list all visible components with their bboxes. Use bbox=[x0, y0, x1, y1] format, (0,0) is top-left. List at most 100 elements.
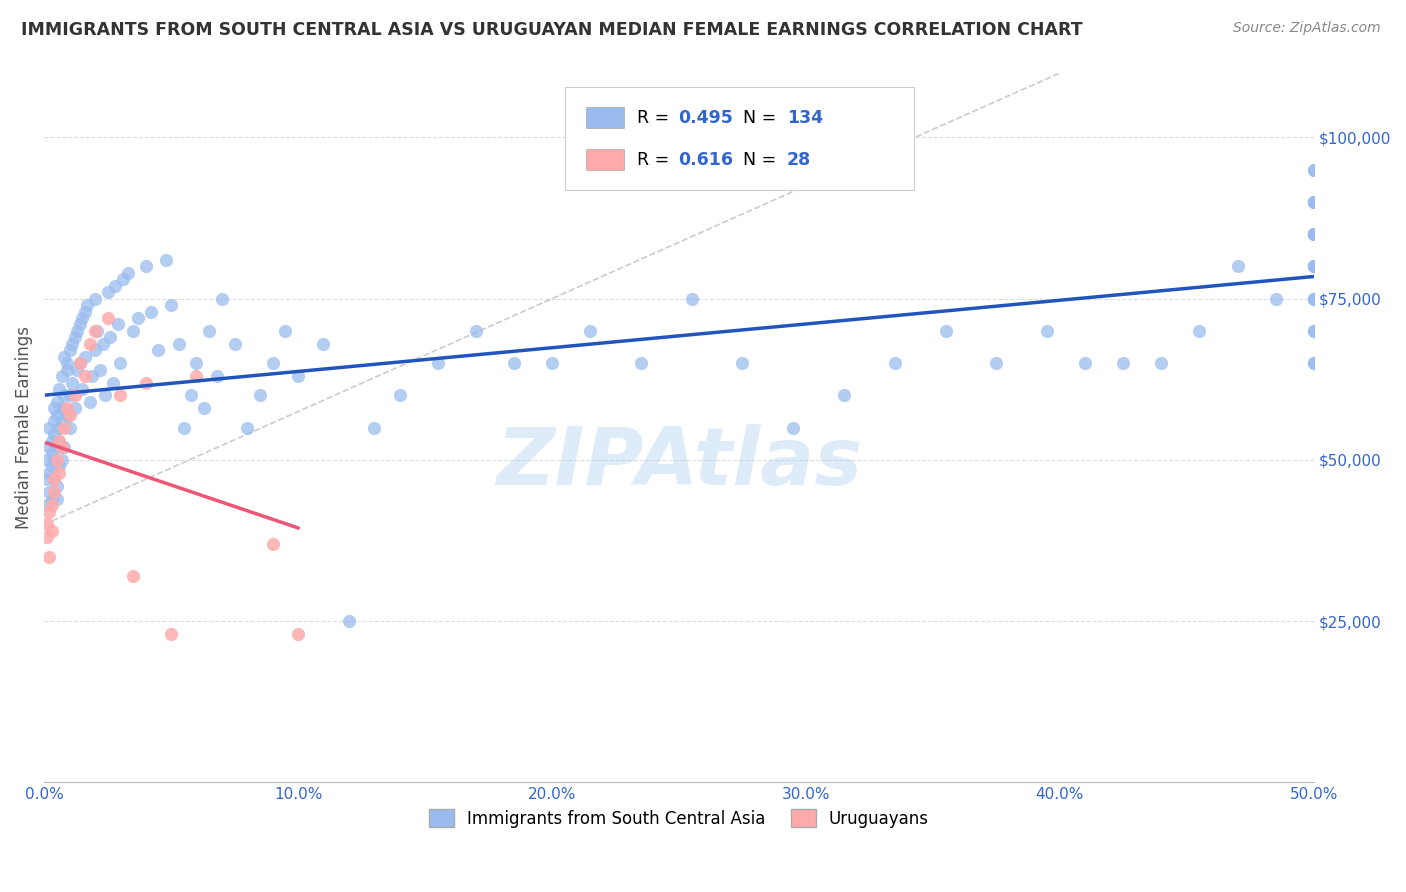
Point bbox=[1302, 260, 1324, 274]
Point bbox=[1264, 292, 1286, 306]
Point bbox=[38, 485, 60, 500]
Text: 0.495: 0.495 bbox=[678, 109, 733, 127]
Point bbox=[193, 401, 215, 416]
Text: Source: ZipAtlas.com: Source: ZipAtlas.com bbox=[1233, 21, 1381, 35]
Point bbox=[41, 524, 63, 538]
Point bbox=[35, 530, 58, 544]
Point bbox=[63, 330, 86, 344]
Point bbox=[173, 420, 195, 434]
Text: R =: R = bbox=[637, 151, 675, 169]
Point bbox=[44, 472, 66, 486]
Point bbox=[63, 388, 86, 402]
Point bbox=[38, 420, 60, 434]
Point bbox=[541, 356, 564, 370]
Point bbox=[180, 388, 202, 402]
Point bbox=[73, 304, 96, 318]
Point bbox=[107, 318, 129, 332]
Point bbox=[249, 388, 271, 402]
Point bbox=[1302, 324, 1324, 338]
Point bbox=[60, 376, 83, 390]
Text: IMMIGRANTS FROM SOUTH CENTRAL ASIA VS URUGUAYAN MEDIAN FEMALE EARNINGS CORRELATI: IMMIGRANTS FROM SOUTH CENTRAL ASIA VS UR… bbox=[21, 21, 1083, 38]
Point bbox=[82, 369, 104, 384]
Point bbox=[1226, 260, 1249, 274]
Point bbox=[127, 311, 149, 326]
Point bbox=[98, 330, 121, 344]
Point bbox=[73, 350, 96, 364]
Point bbox=[935, 324, 957, 338]
Point bbox=[1302, 194, 1324, 209]
Point bbox=[45, 395, 67, 409]
Text: 0.616: 0.616 bbox=[678, 151, 733, 169]
Point bbox=[44, 453, 66, 467]
Point bbox=[1302, 194, 1324, 209]
Point bbox=[1112, 356, 1135, 370]
Point bbox=[35, 498, 58, 512]
Point bbox=[1188, 324, 1211, 338]
Point bbox=[41, 459, 63, 474]
Point bbox=[69, 356, 91, 370]
Point bbox=[681, 292, 703, 306]
Point bbox=[630, 356, 652, 370]
Point bbox=[35, 517, 58, 532]
Point bbox=[101, 376, 124, 390]
Point bbox=[58, 408, 80, 422]
Point bbox=[44, 401, 66, 416]
Text: 134: 134 bbox=[787, 109, 823, 127]
Point bbox=[312, 336, 335, 351]
Point bbox=[56, 401, 79, 416]
Point bbox=[53, 350, 76, 364]
Point bbox=[1302, 292, 1324, 306]
Point bbox=[73, 369, 96, 384]
Point bbox=[45, 440, 67, 454]
Point bbox=[122, 569, 145, 583]
Point bbox=[1302, 260, 1324, 274]
Point bbox=[94, 388, 117, 402]
Point bbox=[205, 369, 228, 384]
Point bbox=[782, 420, 804, 434]
Point bbox=[1150, 356, 1173, 370]
Point bbox=[1302, 260, 1324, 274]
Point bbox=[155, 252, 177, 267]
Point bbox=[104, 278, 127, 293]
Point bbox=[832, 388, 855, 402]
Point bbox=[45, 479, 67, 493]
Point bbox=[83, 343, 105, 358]
Point bbox=[83, 324, 105, 338]
Point bbox=[1302, 162, 1324, 177]
Point bbox=[167, 336, 190, 351]
Point bbox=[160, 298, 183, 312]
Point bbox=[337, 614, 360, 628]
Point bbox=[139, 304, 162, 318]
Point bbox=[51, 453, 73, 467]
Point bbox=[45, 491, 67, 506]
Text: R =: R = bbox=[637, 109, 675, 127]
FancyBboxPatch shape bbox=[565, 87, 914, 190]
Point bbox=[53, 420, 76, 434]
Point bbox=[53, 440, 76, 454]
Point bbox=[1302, 194, 1324, 209]
Point bbox=[110, 388, 132, 402]
Point bbox=[262, 537, 284, 551]
Point bbox=[51, 401, 73, 416]
Point bbox=[48, 459, 70, 474]
Point bbox=[1302, 260, 1324, 274]
Text: ZIPAtlas: ZIPAtlas bbox=[496, 424, 862, 502]
Point bbox=[44, 472, 66, 486]
Point bbox=[1302, 292, 1324, 306]
Point bbox=[58, 388, 80, 402]
FancyBboxPatch shape bbox=[586, 107, 624, 128]
Y-axis label: Median Female Earnings: Median Female Earnings bbox=[15, 326, 32, 529]
Point bbox=[70, 382, 93, 396]
Point bbox=[97, 311, 120, 326]
Point bbox=[56, 356, 79, 370]
Point bbox=[91, 336, 114, 351]
Point bbox=[38, 440, 60, 454]
Point bbox=[122, 324, 145, 338]
Point bbox=[79, 395, 101, 409]
Point bbox=[426, 356, 449, 370]
Text: N =: N = bbox=[733, 151, 782, 169]
Point bbox=[236, 420, 259, 434]
Point bbox=[388, 388, 411, 402]
Point bbox=[883, 356, 905, 370]
Point bbox=[66, 362, 89, 376]
